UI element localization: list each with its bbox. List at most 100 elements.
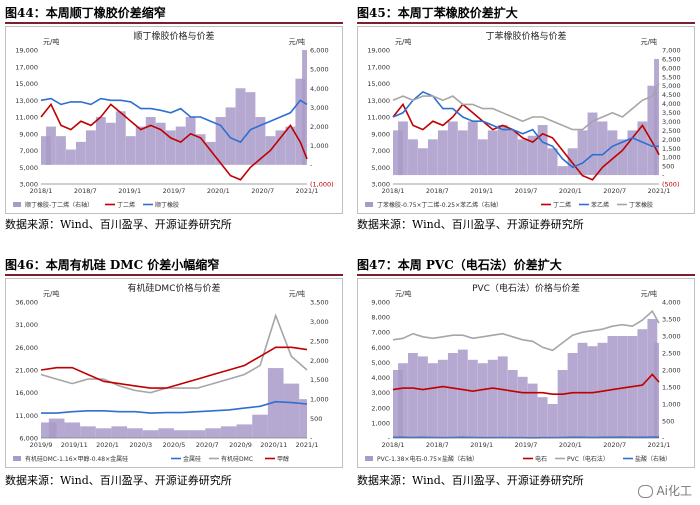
y-left-tick: 8,000 bbox=[371, 314, 390, 322]
x-tick: 2019/11 bbox=[61, 441, 88, 449]
area-segment bbox=[75, 141, 86, 165]
y-left-tick: 3,000 bbox=[19, 181, 38, 189]
area-segment bbox=[142, 430, 159, 438]
y-left-tick: 11,000 bbox=[15, 114, 38, 122]
area-segment bbox=[427, 363, 438, 438]
area-segment bbox=[95, 428, 112, 438]
area-segment bbox=[637, 329, 648, 438]
panel-title: 图46：本周有机硅 DMC 价差小幅缩窄 bbox=[5, 258, 220, 272]
y-right-tick: 3,000 bbox=[662, 118, 681, 126]
area-segment bbox=[275, 130, 286, 165]
area-segment bbox=[85, 130, 96, 165]
area-segment bbox=[447, 353, 458, 438]
area-segment bbox=[175, 126, 186, 165]
legend-label: 有机硅DMC bbox=[221, 455, 253, 463]
area-segment bbox=[567, 353, 578, 438]
area-segment bbox=[654, 58, 659, 176]
x-tick: 2020/1 bbox=[96, 441, 119, 449]
y-right-tick: 2,500 bbox=[662, 127, 681, 135]
area-segment bbox=[527, 383, 538, 438]
legend-swatch bbox=[13, 202, 21, 207]
area-segment bbox=[195, 134, 206, 165]
legend-swatch bbox=[13, 456, 21, 461]
series-line bbox=[392, 83, 660, 131]
area-segment bbox=[135, 126, 146, 165]
y-right-tick: - bbox=[662, 435, 665, 443]
x-tick: 2019/1 bbox=[470, 441, 493, 449]
area-segment bbox=[517, 139, 528, 176]
x-tick: 2020/1 bbox=[559, 187, 582, 195]
y-left-tick: 2,000 bbox=[371, 404, 390, 412]
y-right-tick: 500 bbox=[662, 418, 674, 426]
y-right-tick: (1,000) bbox=[310, 181, 334, 189]
y-right-tick: 6,000 bbox=[310, 47, 329, 55]
area-segment bbox=[127, 428, 143, 438]
area-segment bbox=[145, 117, 156, 165]
area-segment bbox=[447, 121, 458, 176]
area-segment bbox=[647, 85, 658, 176]
x-tick: 2018/1 bbox=[382, 441, 405, 449]
x-tick: 2020/7 bbox=[603, 441, 626, 449]
y-left-tick: 17,000 bbox=[15, 63, 38, 71]
series-line bbox=[40, 102, 308, 181]
area-segment bbox=[95, 117, 106, 165]
area-segment bbox=[417, 148, 428, 176]
source-note: 数据来源：Wind、百川盈孚、开源证券研究所 bbox=[5, 218, 232, 231]
area-segment bbox=[235, 88, 246, 165]
y-left-tick: 31,000 bbox=[15, 321, 38, 329]
legend-label: 丁苯橡胶 bbox=[629, 201, 653, 209]
area-segment bbox=[457, 130, 468, 176]
area-segment bbox=[517, 376, 528, 438]
area-segment bbox=[547, 404, 558, 438]
y-left-tick: 1,000 bbox=[371, 419, 390, 427]
y-right-tick: 1,500 bbox=[662, 384, 681, 392]
y-left-tick: 3,000 bbox=[371, 389, 390, 397]
y-left-tick: 11,000 bbox=[15, 412, 38, 420]
area-segment bbox=[587, 112, 598, 176]
y-left-tick: 7,000 bbox=[19, 147, 38, 155]
y-left-tick: 5,000 bbox=[371, 164, 390, 172]
area-segment bbox=[252, 414, 268, 438]
series-line bbox=[392, 102, 660, 181]
x-tick: 2018/7 bbox=[426, 187, 449, 195]
area-segment bbox=[158, 428, 174, 438]
area-segment bbox=[165, 130, 176, 165]
area-segment bbox=[174, 430, 190, 438]
area-segment bbox=[155, 122, 166, 165]
area-segment bbox=[225, 107, 236, 165]
panel-title: 图45：本周丁苯橡胶价差扩大 bbox=[357, 6, 518, 20]
area-segment bbox=[457, 349, 468, 438]
area-segment bbox=[295, 78, 306, 165]
y-right-tick: 3,000 bbox=[310, 318, 329, 326]
area-segment bbox=[597, 121, 608, 176]
legend-label: PVC（电石法） bbox=[567, 455, 609, 463]
x-tick: 2021/1 bbox=[296, 187, 319, 195]
y-left-tick: 19,000 bbox=[367, 47, 390, 55]
panel-title: 图47：本周 PVC（电石法）价差扩大 bbox=[357, 258, 562, 272]
area-segment bbox=[477, 363, 488, 438]
y-right-tick: 6,500 bbox=[662, 55, 681, 63]
y-right-tick: 4,000 bbox=[662, 299, 681, 307]
y-right-tick: 3,000 bbox=[662, 333, 681, 341]
y-left-tick: 19,000 bbox=[15, 47, 38, 55]
area-segment bbox=[105, 122, 116, 165]
y-right-tick: 1,500 bbox=[662, 145, 681, 153]
area-segment bbox=[637, 121, 648, 176]
area-segment bbox=[557, 370, 568, 438]
area-segment bbox=[497, 356, 508, 438]
chart-title: 丁苯橡胶价格与价差 bbox=[485, 30, 566, 42]
area-segment bbox=[111, 426, 128, 438]
x-tick: 2018/7 bbox=[426, 441, 449, 449]
area-segment bbox=[41, 136, 51, 165]
y-left-tick: 5,000 bbox=[19, 164, 38, 172]
x-tick: 2019/7 bbox=[515, 187, 538, 195]
x-tick: 2021/1 bbox=[296, 441, 319, 449]
y-left-tick: 13,000 bbox=[15, 97, 38, 105]
y-left-tick: 5,000 bbox=[371, 359, 390, 367]
y-right-tick: 3,500 bbox=[662, 109, 681, 117]
y-left-tick: 15,000 bbox=[367, 80, 390, 88]
y-left-tick: 6,000 bbox=[19, 435, 38, 443]
